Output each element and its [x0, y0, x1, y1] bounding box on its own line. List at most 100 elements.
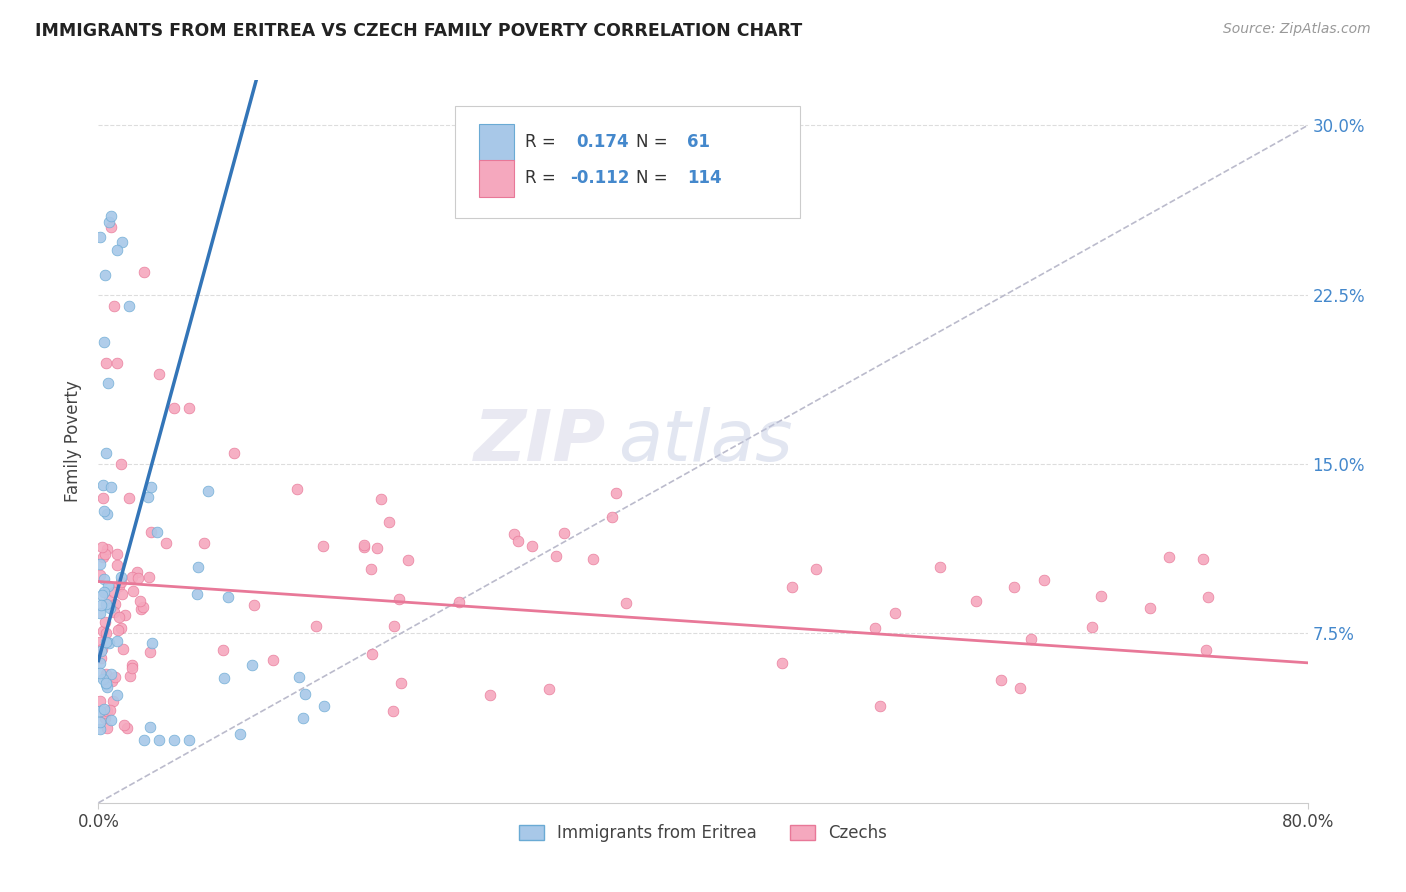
Text: 114: 114 [688, 169, 721, 186]
Point [100, 220, 122, 235]
Point [105, 558, 128, 572]
FancyBboxPatch shape [479, 160, 515, 197]
Point [100, 714, 122, 728]
Point [118, 669, 141, 683]
Text: 61: 61 [688, 133, 710, 151]
Point [100, 667, 122, 681]
Point [100, 209, 122, 223]
Point [125, 565, 148, 579]
Point [97, 215, 120, 229]
Point [94, 446, 117, 460]
Point [770, 656, 793, 670]
Point [370, 491, 392, 506]
Point [1191, 551, 1213, 566]
Point [128, 594, 150, 608]
Point [105, 633, 128, 648]
Point [91, 642, 114, 657]
Point [449, 595, 471, 609]
Point [93, 585, 115, 599]
Point [89, 634, 111, 648]
Point [89, 230, 111, 244]
Point [89, 704, 111, 718]
Text: N =: N = [637, 133, 673, 151]
Point [93, 504, 115, 518]
Point [94, 547, 117, 561]
Point [94, 268, 117, 283]
Point [107, 579, 129, 593]
Point [1002, 580, 1025, 594]
Point [89, 568, 111, 582]
Point [91, 624, 114, 638]
Point [312, 539, 335, 553]
Point [285, 482, 308, 496]
Point [100, 480, 122, 494]
Point [104, 670, 127, 684]
Point [197, 483, 219, 498]
Point [378, 515, 401, 529]
Point [965, 594, 987, 608]
Point [294, 687, 316, 701]
Point [101, 673, 124, 688]
Point [292, 711, 315, 725]
FancyBboxPatch shape [456, 105, 800, 218]
Point [1008, 681, 1031, 695]
Point [186, 587, 208, 601]
Point [89, 715, 111, 730]
Point [91, 672, 114, 686]
Point [804, 562, 827, 576]
Point [131, 602, 153, 616]
Point [94, 711, 117, 725]
Point [928, 559, 950, 574]
Point [148, 732, 170, 747]
Point [179, 732, 201, 747]
Point [553, 526, 575, 541]
Point [103, 605, 125, 619]
Point [141, 480, 163, 494]
Point [141, 524, 163, 539]
Text: R =: R = [526, 169, 561, 186]
Point [93, 615, 115, 629]
Point [98, 601, 121, 615]
Point [146, 524, 169, 539]
Point [93, 572, 115, 586]
Legend: Immigrants from Eritrea, Czechs: Immigrants from Eritrea, Czechs [512, 817, 894, 848]
Point [1019, 632, 1042, 646]
Point [89, 694, 111, 708]
Point [89, 557, 111, 571]
Point [96, 704, 118, 718]
Point [139, 720, 162, 734]
Point [353, 540, 375, 554]
Point [94, 626, 117, 640]
Point [90, 651, 112, 665]
Point [312, 698, 335, 713]
Point [98, 593, 121, 607]
Point [110, 235, 132, 249]
Point [89, 656, 111, 670]
Point [104, 597, 127, 611]
Point [353, 538, 375, 552]
Point [110, 574, 132, 589]
Point [96, 680, 118, 694]
Point [97, 376, 120, 390]
Point [360, 562, 382, 576]
Point [93, 702, 115, 716]
Point [110, 621, 132, 635]
Point [122, 584, 145, 599]
Point [91, 491, 114, 505]
Point [1195, 643, 1218, 657]
Point [381, 704, 404, 718]
Point [114, 607, 136, 622]
Point [94, 355, 117, 369]
Point [103, 299, 125, 313]
Text: ZIP: ZIP [474, 407, 606, 476]
Point [94, 667, 117, 681]
Point [396, 553, 419, 567]
Point [132, 265, 155, 279]
Point [105, 243, 128, 257]
Point [224, 446, 246, 460]
Point [193, 536, 215, 550]
Point [1081, 620, 1104, 634]
Point [212, 671, 235, 685]
Point [110, 457, 132, 471]
Point [131, 599, 153, 614]
